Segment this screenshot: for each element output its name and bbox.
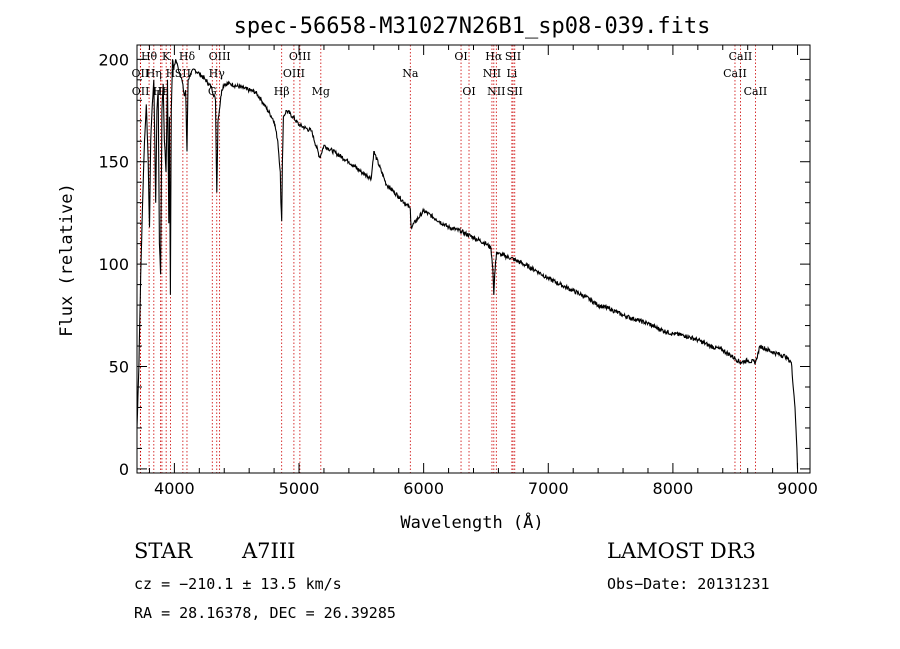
line-label-20: Hα xyxy=(485,50,503,63)
line-label-23: SII xyxy=(505,50,521,63)
line-label-16: Mg xyxy=(312,85,330,98)
y-tick-label-3: 150 xyxy=(98,153,129,172)
survey-name: LAMOST DR3 xyxy=(607,539,756,563)
line-label-11: Hγ xyxy=(209,67,226,80)
x-axis-label: Wavelength (Å) xyxy=(400,511,543,533)
observation-date: Obs−Date: 20131231 xyxy=(607,575,770,593)
x-tick-label-0: 4000 xyxy=(154,479,195,498)
sky-coordinates: RA = 28.16378, DEC = 26.39285 xyxy=(134,604,396,622)
spectrum-curve xyxy=(136,59,799,469)
y-tick-label-0: 0 xyxy=(119,460,129,479)
line-label-2: OII xyxy=(132,85,150,98)
line-label-13: Hβ xyxy=(274,85,290,98)
line-label-4: Hε xyxy=(153,85,169,98)
chart-title: spec-56658-M31027N26B1_sp08-039.fits xyxy=(234,14,711,39)
line-label-24: Li xyxy=(506,67,517,80)
y-tick-label-2: 100 xyxy=(98,255,129,274)
x-tick-label-2: 6000 xyxy=(403,479,444,498)
line-label-1: OII xyxy=(132,67,150,80)
line-label-9: II xyxy=(158,85,167,98)
y-axis-label: Flux (relative) xyxy=(57,183,77,337)
line-label-7: SII xyxy=(175,67,191,80)
y-tick-label-1: 50 xyxy=(109,358,129,377)
line-label-6: H xyxy=(166,67,176,80)
line-label-8: Hδ xyxy=(179,50,196,63)
plot-frame xyxy=(136,44,811,474)
line-label-28: CaII xyxy=(744,85,768,98)
line-label-27: CaII xyxy=(723,67,747,80)
line-label-17: Na xyxy=(402,67,419,80)
line-label-0: Hθ xyxy=(141,50,158,63)
line-label-21: NII xyxy=(483,67,501,80)
x-tick-label-3: 7000 xyxy=(528,479,569,498)
line-label-26: CaII xyxy=(729,50,753,63)
line-label-18: OI xyxy=(454,50,467,63)
line-label-14: OIII xyxy=(289,50,311,63)
y-axis-ticks: 0 50 100 150 200 xyxy=(98,50,810,479)
object-class: STAR xyxy=(134,539,193,563)
line-label-5: K xyxy=(162,50,171,63)
line-label-25: SII xyxy=(507,85,523,98)
object-subclass: A7III xyxy=(242,539,296,563)
emission-line-markers xyxy=(139,45,756,473)
redshift-velocity: cz = −210.1 ± 13.5 km/s xyxy=(134,575,342,593)
x-axis-ticks: 4000 5000 6000 7000 8000 9000 xyxy=(148,45,818,498)
line-label-22: NII xyxy=(487,85,505,98)
line-label-19: OI xyxy=(462,85,475,98)
x-tick-label-5: 9000 xyxy=(777,479,818,498)
y-tick-label-4: 200 xyxy=(98,50,129,69)
line-label-15: OIII xyxy=(283,67,305,80)
line-label-3: Hη xyxy=(146,67,162,80)
line-label-10: OIII xyxy=(209,50,231,63)
x-tick-label-4: 8000 xyxy=(653,479,694,498)
x-tick-label-1: 5000 xyxy=(279,479,320,498)
